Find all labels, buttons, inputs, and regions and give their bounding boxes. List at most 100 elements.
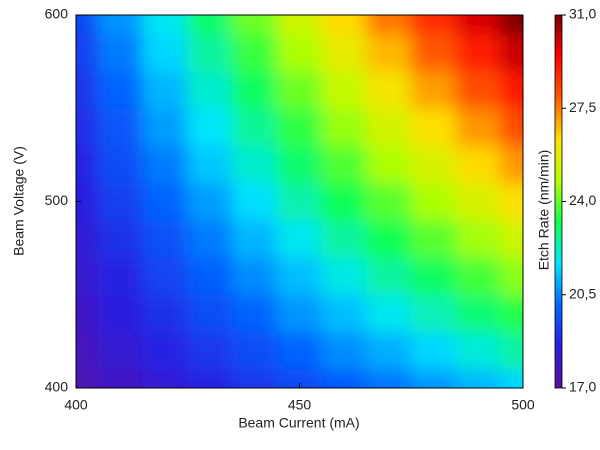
- heatmap-cell: [231, 219, 278, 258]
- heatmap-cell: [76, 145, 100, 184]
- heatmap-cell: [142, 70, 189, 109]
- colorbar-tick-label: 20,5: [569, 285, 596, 301]
- heatmap-cell: [366, 331, 412, 370]
- heatmap-cell: [321, 145, 368, 184]
- heatmap-cell: [410, 182, 457, 221]
- heatmap-cell: [231, 107, 278, 147]
- heatmap-cell: [366, 256, 412, 296]
- x-axis-title: Beam Current (mA): [238, 415, 359, 431]
- heatmap-cell: [410, 219, 457, 258]
- heatmap-cell: [231, 15, 278, 35]
- heatmap-cell: [187, 256, 233, 296]
- heatmap-cell: [276, 107, 323, 147]
- heatmap-cell: [276, 15, 323, 35]
- heatmap-cell: [276, 70, 323, 109]
- heatmap-cell: [76, 294, 100, 333]
- heatmap-cell: [366, 15, 412, 35]
- heatmap-cell: [76, 33, 100, 72]
- colorbar-tick-label: 17,0: [569, 379, 596, 395]
- heatmap-cell: [276, 294, 323, 333]
- heatmap-cell: [187, 15, 233, 35]
- heatmap-cell: [231, 294, 278, 333]
- heatmap-cell: [142, 219, 189, 258]
- heatmap-cell: [321, 331, 368, 370]
- heatmap-cell: [76, 331, 100, 370]
- heatmap-cell: [455, 256, 502, 296]
- heatmap-cell: [142, 294, 189, 333]
- heatmap-cell: [455, 331, 502, 370]
- heatmap-cell: [366, 182, 412, 221]
- heatmap-cell: [276, 368, 323, 388]
- heatmap-cell: [187, 219, 233, 258]
- heatmap-cell: [231, 368, 278, 388]
- heatmap-cell: [455, 15, 502, 35]
- heatmap-cell: [187, 331, 233, 370]
- heatmap-cell: [500, 145, 523, 184]
- heatmap-cell: [410, 15, 457, 35]
- colorbar-title: Etch Rate (nm/min): [536, 150, 552, 271]
- heatmap-cell: [455, 145, 502, 184]
- heatmap-cell: [97, 256, 144, 296]
- heatmap-cell: [500, 182, 523, 221]
- heatmap-cell: [366, 219, 412, 258]
- heatmap-cell: [231, 182, 278, 221]
- heatmap-cell: [187, 145, 233, 184]
- heatmap-cell: [76, 182, 100, 221]
- heatmap-cell: [276, 331, 323, 370]
- heatmap-cell: [321, 182, 368, 221]
- x-tick-label: 400: [64, 397, 88, 413]
- heatmap-cell: [321, 294, 368, 333]
- colorbar-tick-label: 31,0: [569, 6, 596, 22]
- heatmap-cell: [455, 368, 502, 388]
- colorbar-tick-label: 27,5: [569, 99, 596, 115]
- heatmap-cell: [142, 15, 189, 35]
- heatmap-cell: [187, 368, 233, 388]
- heatmap-cell: [366, 107, 412, 147]
- heatmap-cell: [76, 15, 100, 35]
- colorbar: [554, 14, 563, 389]
- heatmap-cell: [500, 33, 523, 72]
- heatmap-cell: [321, 219, 368, 258]
- heatmap-cell: [76, 70, 100, 109]
- heatmap-cell: [366, 368, 412, 388]
- x-tick-label: 450: [288, 397, 312, 413]
- heatmap-cell: [366, 33, 412, 72]
- y-tick-label: 600: [45, 6, 69, 22]
- heatmap-cell: [366, 145, 412, 184]
- heatmap-cell: [500, 107, 523, 147]
- heatmap-cell: [321, 368, 368, 388]
- heatmap-cell: [142, 33, 189, 72]
- heatmap-cell: [500, 294, 523, 333]
- heatmap-cell: [187, 182, 233, 221]
- heatmap-cell: [142, 182, 189, 221]
- heatmap-cell: [455, 107, 502, 147]
- heatmap-cell: [142, 107, 189, 147]
- heatmap-cell: [321, 70, 368, 109]
- heatmap-cell: [97, 107, 144, 147]
- heatmap-cell: [187, 107, 233, 147]
- heatmap-cell: [410, 33, 457, 72]
- heatmap-cells: [76, 15, 523, 388]
- heatmap-cell: [231, 70, 278, 109]
- heatmap-cell: [410, 70, 457, 109]
- heatmap-cell: [76, 219, 100, 258]
- heatmap-cell: [187, 70, 233, 109]
- heatmap-cell: [321, 33, 368, 72]
- heatmap-cell: [276, 33, 323, 72]
- heatmap-cell: [410, 145, 457, 184]
- y-tick-label: 400: [45, 379, 69, 395]
- heatmap-cell: [455, 294, 502, 333]
- heatmap-cell: [410, 256, 457, 296]
- heatmap-cell: [455, 70, 502, 109]
- heatmap-cell: [97, 368, 144, 388]
- heatmap-cell: [366, 70, 412, 109]
- heatmap-cell: [276, 219, 323, 258]
- heatmap-cell: [76, 368, 100, 388]
- heatmap-cell: [276, 182, 323, 221]
- heatmap-cell: [321, 15, 368, 35]
- heatmap-cell: [410, 294, 457, 333]
- heatmap-cell: [366, 294, 412, 333]
- heatmap-cell: [410, 107, 457, 147]
- heatmap-cell: [142, 331, 189, 370]
- colorbar-tick-label: 24,0: [569, 192, 596, 208]
